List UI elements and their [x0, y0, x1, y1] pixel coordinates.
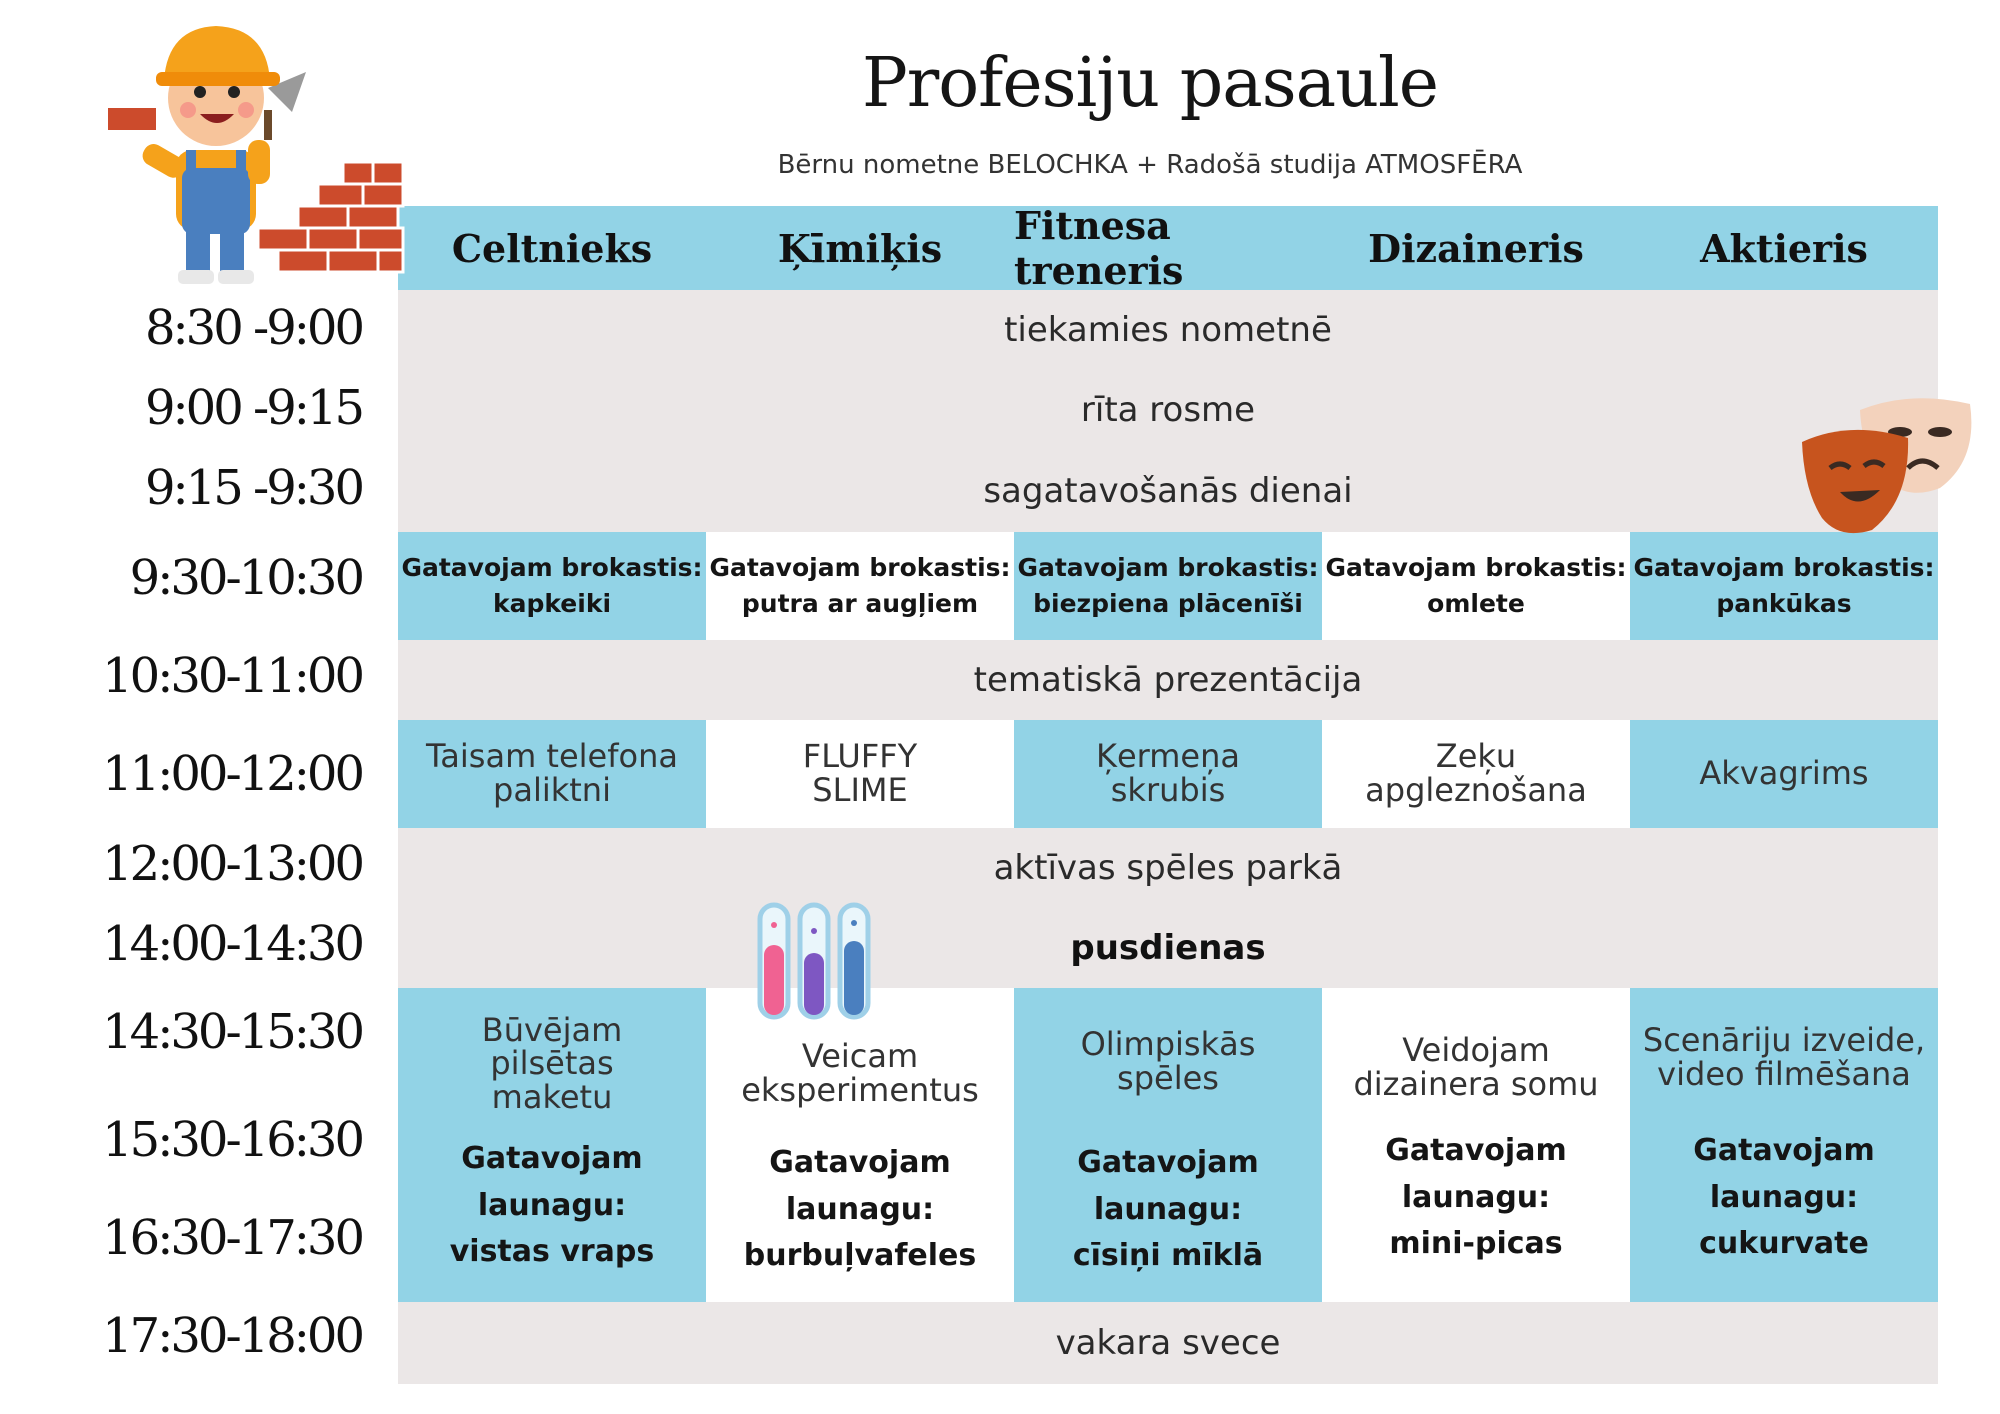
activity-line: dizainera somu — [1353, 1065, 1599, 1103]
theatre-masks-icon — [1802, 398, 1972, 534]
snack-dish: cīsiņi mīklā — [1072, 1238, 1264, 1273]
activity-line: Scenāriju izveide, — [1642, 1021, 1926, 1060]
snack-label: Gatavojam — [461, 1141, 643, 1176]
snack-label: launagu: — [1401, 1179, 1551, 1215]
activity-line: Veicam — [801, 1037, 919, 1076]
column-header-dizaineris: Dizaineris — [1368, 225, 1584, 271]
snack-label: launagu: — [477, 1187, 627, 1223]
activity-cell: FLUFFY SLIME — [706, 720, 1014, 828]
afternoon-cell: Veidojam dizainera somu Gatavojam launag… — [1322, 988, 1630, 1302]
activity-line: video filmēšana — [1657, 1055, 1911, 1093]
breakfast-cell: Gatavojam brokastis: pankūkas — [1630, 532, 1938, 640]
breakfast-dish: putra ar augļiem — [741, 589, 979, 618]
activity-line: spēles — [1117, 1059, 1219, 1097]
activity-line: skrubis — [1110, 771, 1226, 809]
activity-cell: Akvagrims — [1630, 720, 1938, 828]
snack-label: launagu: — [1709, 1179, 1859, 1215]
breakfast-label: Gatavojam brokastis: — [1633, 552, 1935, 582]
snack-label: Gatavojam — [1693, 1133, 1875, 1168]
page-subtitle: Bērnu nometne BELOCHKA + Radošā studija … — [777, 150, 1523, 180]
time-label: 14:00-14:30 — [102, 916, 365, 972]
activity-line: SLIME — [812, 771, 908, 809]
time-label: 16:30-17:30 — [102, 1210, 365, 1266]
time-label: 10:30-11:00 — [102, 648, 365, 704]
builder-boy-icon — [108, 26, 405, 284]
activity-cell: Taisam telefona paliktni — [398, 720, 706, 828]
test-tubes-icon — [757, 902, 871, 1020]
page-title: Profesiju pasaule — [861, 44, 1439, 123]
snack-dish: vistas vraps — [449, 1234, 655, 1269]
breakfast-cell: Gatavojam brokastis: kapkeiki — [398, 532, 706, 640]
time-label: 9:15 -9:30 — [144, 460, 365, 516]
activity-line: Būvējam — [481, 1010, 623, 1049]
activity-line: apgleznošana — [1365, 771, 1587, 809]
snack-label: Gatavojam — [1385, 1133, 1567, 1168]
snack-label: Gatavojam — [769, 1145, 951, 1180]
row-presentation: tematiskā prezentācija — [398, 640, 1938, 720]
row-exercise: rīta rosme — [398, 370, 1938, 450]
activity-line: eksperimentus — [741, 1071, 979, 1109]
activity-line: pilsētas — [490, 1044, 614, 1083]
time-label: 9:30-10:30 — [129, 550, 365, 606]
breakfast-cell: Gatavojam brokastis: putra ar augļiem — [706, 532, 1014, 640]
snack-label: launagu: — [1093, 1191, 1243, 1227]
column-header-celtnieks: Celtnieks — [451, 225, 653, 271]
activity-cell: Zeķu apgleznošana — [1322, 720, 1630, 828]
breakfast-cell: Gatavojam brokastis: biezpiena plācenīši — [1014, 532, 1322, 640]
activity-line: maketu — [491, 1077, 613, 1116]
column-header-fitnesa-treneris: Fitnesa treneris — [1014, 203, 1184, 293]
time-label: 8:30 -9:00 — [144, 300, 365, 356]
column-header-kimikis: Ķīmiķis — [777, 225, 943, 271]
column-header-aktieris: Aktieris — [1700, 225, 1868, 271]
activity-line: Taisam telefona — [426, 737, 678, 776]
snack-dish: cukurvate — [1699, 1226, 1869, 1261]
activity-line: Veidojam — [1402, 1031, 1550, 1070]
afternoon-cell: Veicam eksperimentus Gatavojam launagu: … — [706, 988, 1014, 1302]
time-label: 14:30-15:30 — [102, 1004, 365, 1060]
snack-label: launagu: — [785, 1191, 935, 1227]
row-prepare: sagatavošanās dienai — [398, 450, 1938, 532]
breakfast-label: Gatavojam brokastis: — [709, 552, 1011, 582]
afternoon-cell: Būvējam pilsētas maketu Gatavojam launag… — [398, 988, 706, 1302]
breakfast-label: Gatavojam brokastis: — [1017, 552, 1319, 582]
time-label: 15:30-16:30 — [102, 1112, 365, 1168]
snack-dish: burbuļvafeles — [743, 1238, 977, 1273]
row-games: aktīvas spēles parkā — [398, 828, 1938, 908]
time-label: 9:00 -9:15 — [144, 380, 365, 436]
activity-line: paliktni — [493, 771, 611, 809]
activity-line: Zeķu — [1435, 737, 1517, 776]
time-label: 12:00-13:00 — [102, 836, 365, 892]
breakfast-dish: biezpiena plācenīši — [1033, 589, 1303, 618]
breakfast-cell: Gatavojam brokastis: omlete — [1322, 532, 1630, 640]
row-lunch: pusdienas — [398, 908, 1938, 988]
header-row — [398, 206, 1938, 290]
activity-line: FLUFFY — [802, 737, 918, 776]
time-label: 11:00-12:00 — [102, 746, 365, 802]
breakfast-label: Gatavojam brokastis: — [1325, 552, 1627, 582]
activity-line: Olimpiskās — [1080, 1025, 1256, 1064]
snack-label: Gatavojam — [1077, 1145, 1259, 1180]
afternoon-cell: Scenāriju izveide, video filmēšana Gatav… — [1630, 988, 1938, 1302]
breakfast-dish: omlete — [1427, 589, 1525, 618]
afternoon-cell: Olimpiskās spēles Gatavojam launagu: cīs… — [1014, 988, 1322, 1302]
activity-line: Akvagrims — [1699, 754, 1869, 793]
breakfast-label: Gatavojam brokastis: — [401, 552, 703, 582]
breakfast-dish: pankūkas — [1716, 589, 1852, 618]
row-candle: vakara svece — [398, 1302, 1938, 1384]
snack-dish: mini-picas — [1389, 1226, 1563, 1261]
activity-cell: Ķermeņa skrubis — [1014, 720, 1322, 828]
time-label: 17:30-18:00 — [102, 1308, 365, 1364]
activity-line: Ķermeņa — [1095, 737, 1240, 776]
breakfast-dish: kapkeiki — [492, 589, 612, 618]
row-meet: tiekamies nometnē — [398, 290, 1938, 370]
